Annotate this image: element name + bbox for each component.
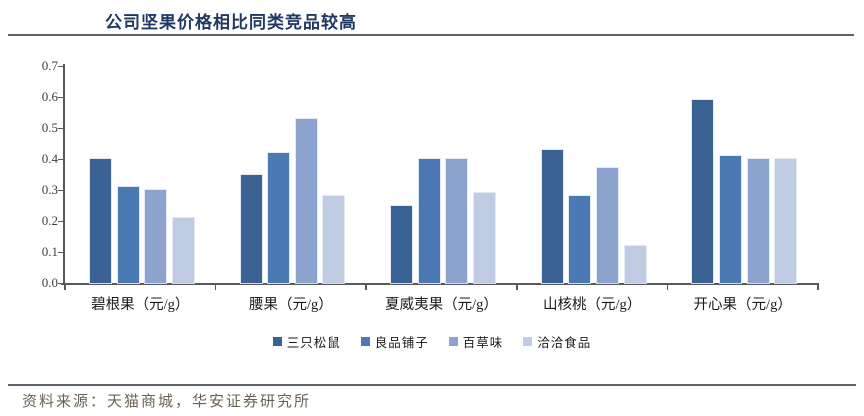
bar-洽洽食品-夏威夷果（元/g） [474, 193, 495, 283]
bar-百草味-碧根果（元/g） [145, 190, 167, 283]
bar-洽洽食品-碧根果（元/g） [172, 217, 194, 283]
y-axis-line [63, 64, 65, 284]
y-axis-tick-label: 0.4 [41, 151, 58, 166]
legend-item-百草味: 百草味 [448, 332, 504, 351]
legend-label: 百草味 [462, 336, 504, 350]
x-axis-line [61, 283, 819, 285]
y-axis-tick-label: 0.1 [41, 244, 58, 259]
legend-item-三只松鼠: 三只松鼠 [272, 332, 341, 351]
category-label: 开心果（元/g） [693, 297, 792, 313]
category-label: 山核桃（元/g） [542, 297, 642, 313]
legend-swatch-icon [360, 337, 370, 346]
x-axis-tick [666, 285, 669, 290]
bar-良品铺子-山核桃（元/g） [569, 196, 591, 283]
chart-legend: 三只松鼠 良品铺子 百草味 洽洽食品 [0, 332, 864, 351]
y-axis-tick-label: 0.5 [41, 120, 58, 135]
y-axis-tick [58, 220, 63, 222]
x-axis-tick [64, 285, 66, 290]
category-label: 腰果（元/g） [249, 297, 333, 313]
y-axis-tick [58, 251, 63, 253]
bar-百草味-山核桃（元/g） [597, 168, 618, 283]
bar-三只松鼠-开心果（元/g） [692, 100, 714, 283]
bar-三只松鼠-碧根果（元/g） [90, 159, 111, 283]
bar-三只松鼠-腰果（元/g） [240, 174, 262, 283]
y-axis-tick-label: 0.6 [41, 89, 58, 104]
legend-item-良品铺子: 良品铺子 [360, 332, 429, 351]
bar-洽洽食品-腰果（元/g） [323, 196, 345, 283]
title-underline [8, 34, 854, 36]
x-axis-tick [516, 285, 518, 290]
legend-label: 三只松鼠 [286, 336, 341, 350]
chart-title: 公司坚果价格相比同类竞品较高 [105, 13, 357, 32]
legend-label: 洽洽食品 [537, 336, 592, 350]
x-axis-tick [817, 285, 819, 290]
bar-洽洽食品-开心果（元/g） [775, 159, 797, 283]
legend-swatch-icon [523, 337, 533, 346]
y-axis-tick-label: 0.3 [41, 182, 58, 197]
y-axis-tick [58, 158, 63, 160]
bar-三只松鼠-夏威夷果（元/g） [391, 205, 413, 283]
y-axis-tick-label: 0.2 [41, 213, 58, 228]
y-axis-tick-label: 0.0 [41, 275, 58, 290]
y-axis-tick [58, 96, 63, 98]
category-label: 夏威夷果（元/g） [385, 297, 498, 313]
bar-良品铺子-腰果（元/g） [268, 152, 290, 283]
bar-良品铺子-夏威夷果（元/g） [418, 159, 440, 283]
bar-百草味-夏威夷果（元/g） [446, 159, 468, 283]
y-axis-tick [58, 282, 63, 284]
legend-swatch-icon [272, 337, 282, 346]
y-axis-tick-label: 0.7 [41, 58, 58, 73]
y-axis-tick [58, 127, 63, 129]
legend-item-洽洽食品: 洽洽食品 [523, 332, 591, 351]
legend-swatch-icon [448, 337, 458, 346]
bar-洽洽食品-山核桃（元/g） [624, 245, 646, 283]
category-label: 碧根果（元/g） [91, 297, 190, 313]
bar-百草味-开心果（元/g） [747, 159, 769, 283]
x-axis-tick [365, 285, 367, 290]
bar-良品铺子-碧根果（元/g） [117, 186, 139, 283]
x-axis-tick [214, 285, 217, 290]
footer-rule [8, 384, 856, 386]
y-axis-tick [58, 65, 63, 67]
bar-百草味-腰果（元/g） [295, 118, 317, 283]
source-note: 资料来源：天猫商城，华安证券研究所 [22, 394, 312, 410]
bar-三只松鼠-山核桃（元/g） [541, 149, 563, 283]
legend-label: 良品铺子 [374, 336, 429, 350]
y-axis-tick [58, 189, 63, 191]
bar-良品铺子-开心果（元/g） [720, 155, 741, 283]
